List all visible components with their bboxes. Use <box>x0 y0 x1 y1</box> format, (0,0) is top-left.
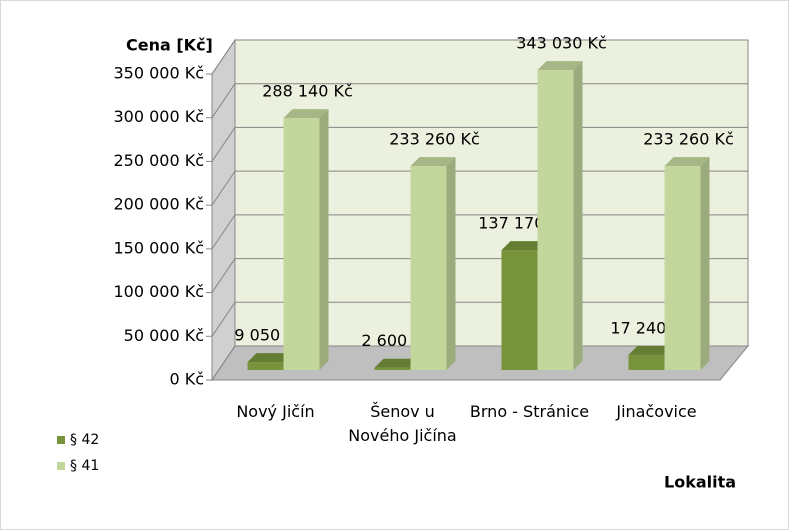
x-tick-label: Šenov u Nového Jičína <box>348 402 457 445</box>
grid-line <box>211 302 236 337</box>
y-tick-label: 350 000 Kč <box>113 64 204 83</box>
y-tick-label: 300 000 Kč <box>113 107 204 126</box>
bar-top <box>537 61 583 71</box>
bar <box>537 70 574 370</box>
data-label: 233 260 Kč <box>643 130 734 149</box>
side-wall <box>211 38 236 382</box>
x-tick-label: Brno - Stránice <box>469 402 590 421</box>
legend-label: § 42 <box>70 432 99 448</box>
bar-top <box>501 241 547 251</box>
legend-label: § 41 <box>70 458 99 474</box>
bar-side <box>573 61 583 370</box>
bar-top <box>283 109 329 119</box>
grid-line <box>211 39 236 75</box>
y-tick-label: 200 000 Kč <box>113 195 204 214</box>
bar-top <box>374 358 420 368</box>
data-label: 288 140 Kč <box>262 82 353 101</box>
legend-swatch <box>57 462 65 470</box>
y-tick-label: 250 000 Kč <box>113 151 204 170</box>
x-tick-label: Nový Jičín <box>236 402 315 421</box>
grid-line <box>211 170 236 206</box>
grid-line <box>211 83 236 118</box>
bar <box>628 354 665 370</box>
bar <box>283 118 320 370</box>
data-label: 233 260 Kč <box>389 130 480 149</box>
y-tick-label: 50 000 Kč <box>124 326 204 345</box>
bar-top <box>410 157 456 167</box>
bar <box>501 250 538 370</box>
bar-top <box>664 157 710 167</box>
bar <box>410 166 447 370</box>
bar <box>664 166 701 370</box>
bar-top <box>247 353 293 363</box>
bar <box>374 367 411 370</box>
y-tick-label: 0 Kč <box>169 370 204 389</box>
legend-swatch <box>57 436 65 444</box>
y-axis-title: Cena [Kč] <box>126 36 213 55</box>
y-tick-label: 100 000 Kč <box>113 282 204 301</box>
grid-line <box>211 127 236 162</box>
x-tick-label: Jinačovice <box>616 402 697 421</box>
y-tick-label: 150 000 Kč <box>113 238 204 257</box>
grid-line <box>211 214 236 250</box>
bar-side <box>319 109 329 370</box>
bar-side <box>446 157 456 370</box>
grid-line <box>211 345 236 381</box>
grid-line <box>211 258 236 293</box>
bar-side <box>700 157 710 370</box>
x-axis-title: Lokalita <box>664 473 736 492</box>
bar <box>247 362 284 370</box>
bar-top <box>628 345 674 355</box>
data-label: 343 030 Kč <box>516 34 607 53</box>
